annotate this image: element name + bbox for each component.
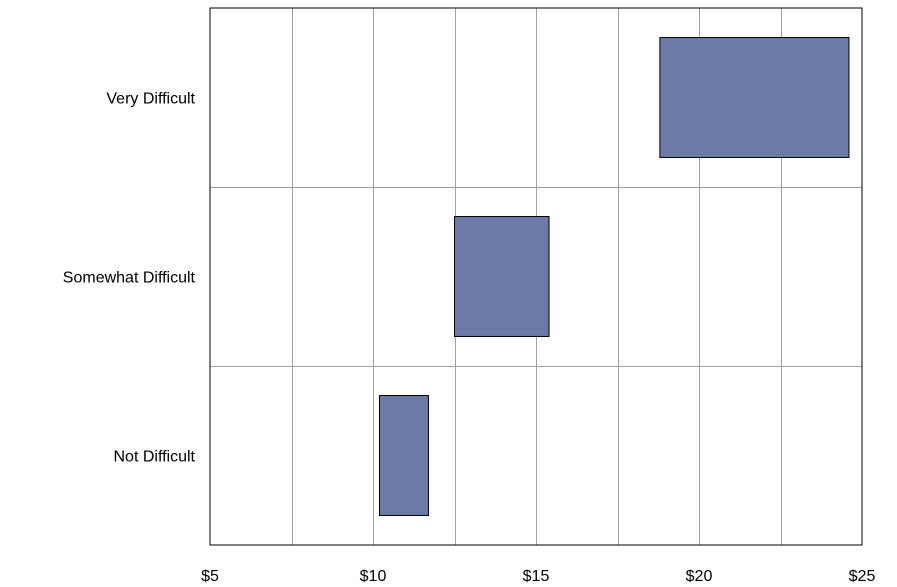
category-label: Not Difficult: [113, 449, 195, 466]
x-axis-labels: $5 $10 $15 $20 $25: [201, 568, 875, 585]
range-bar: [454, 216, 550, 337]
category-label: Very Difficult: [106, 91, 195, 108]
bars-layer: [379, 37, 850, 516]
x-tick-label: $25: [849, 568, 876, 585]
range-bar: [659, 37, 850, 158]
x-tick-label: $10: [360, 568, 387, 585]
x-tick-label: $20: [686, 568, 713, 585]
x-tick-label: $15: [523, 568, 550, 585]
plot-frame: [209, 7, 863, 546]
range-bar: [379, 395, 429, 516]
x-tick-label: $5: [201, 568, 219, 585]
y-axis-labels: Very Difficult Somewhat Difficult Not Diff…: [63, 91, 196, 466]
category-label: Somewhat Difficult: [63, 270, 196, 287]
